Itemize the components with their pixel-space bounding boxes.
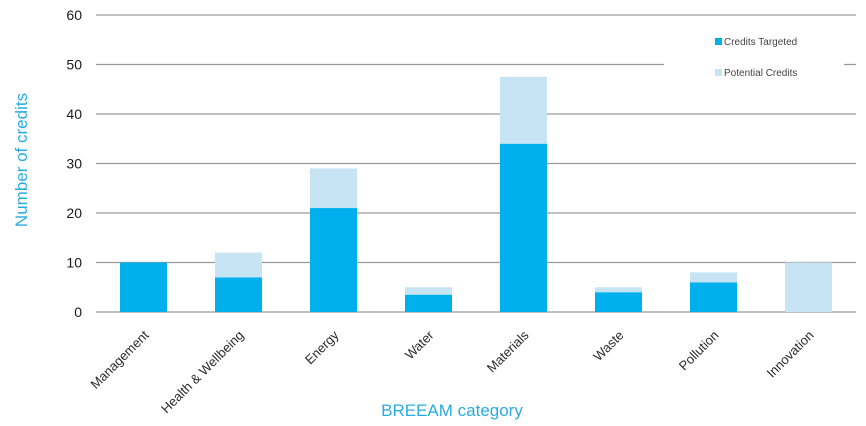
bar-potential bbox=[785, 262, 832, 312]
bar-potential bbox=[405, 287, 452, 295]
bar-targeted bbox=[120, 262, 167, 312]
y-tick-label: 40 bbox=[66, 106, 82, 122]
bar-targeted bbox=[595, 292, 642, 312]
bar-targeted bbox=[405, 294, 452, 312]
legend-label-potential-credits: Potential Credits bbox=[724, 68, 797, 79]
legend-label-credits-targeted: Credits Targeted bbox=[724, 37, 797, 48]
y-tick-label: 30 bbox=[66, 156, 82, 172]
x-tick-label: Management bbox=[87, 327, 152, 392]
bars bbox=[120, 76, 832, 312]
x-tick-label: Health & Wellbeing bbox=[158, 328, 247, 417]
bar-potential bbox=[310, 168, 357, 209]
legend-swatch-potential-credits bbox=[715, 69, 722, 76]
x-tick-label: Innovation bbox=[764, 328, 817, 381]
x-tick-label: Materials bbox=[484, 327, 532, 375]
x-tick-label: Energy bbox=[302, 327, 342, 367]
legend: Credits Targeted Potential Credits bbox=[664, 28, 844, 100]
y-tick-label: 50 bbox=[66, 57, 82, 73]
x-tick-label: Pollution bbox=[676, 328, 722, 374]
y-tick-label: 0 bbox=[74, 304, 82, 320]
bar-targeted bbox=[310, 208, 357, 312]
bar-targeted bbox=[690, 282, 737, 312]
y-axis-ticks: 0 10 20 30 40 50 60 bbox=[66, 7, 82, 320]
bar-targeted bbox=[215, 277, 262, 312]
x-tick-label: Waste bbox=[590, 328, 626, 364]
legend-swatch-credits-targeted bbox=[715, 38, 722, 45]
bar-potential bbox=[215, 252, 262, 278]
y-tick-label: 20 bbox=[66, 205, 82, 221]
bar-potential bbox=[595, 287, 642, 293]
y-axis-title: Number of credits bbox=[12, 93, 31, 227]
x-axis-title: BREEAM category bbox=[381, 401, 523, 420]
legend-background bbox=[664, 28, 844, 100]
y-tick-label: 10 bbox=[66, 255, 82, 271]
bar-potential bbox=[500, 76, 547, 144]
bar-potential bbox=[690, 272, 737, 283]
y-tick-label: 60 bbox=[66, 7, 82, 23]
x-tick-label: Water bbox=[402, 327, 437, 362]
bar-targeted bbox=[500, 143, 547, 312]
